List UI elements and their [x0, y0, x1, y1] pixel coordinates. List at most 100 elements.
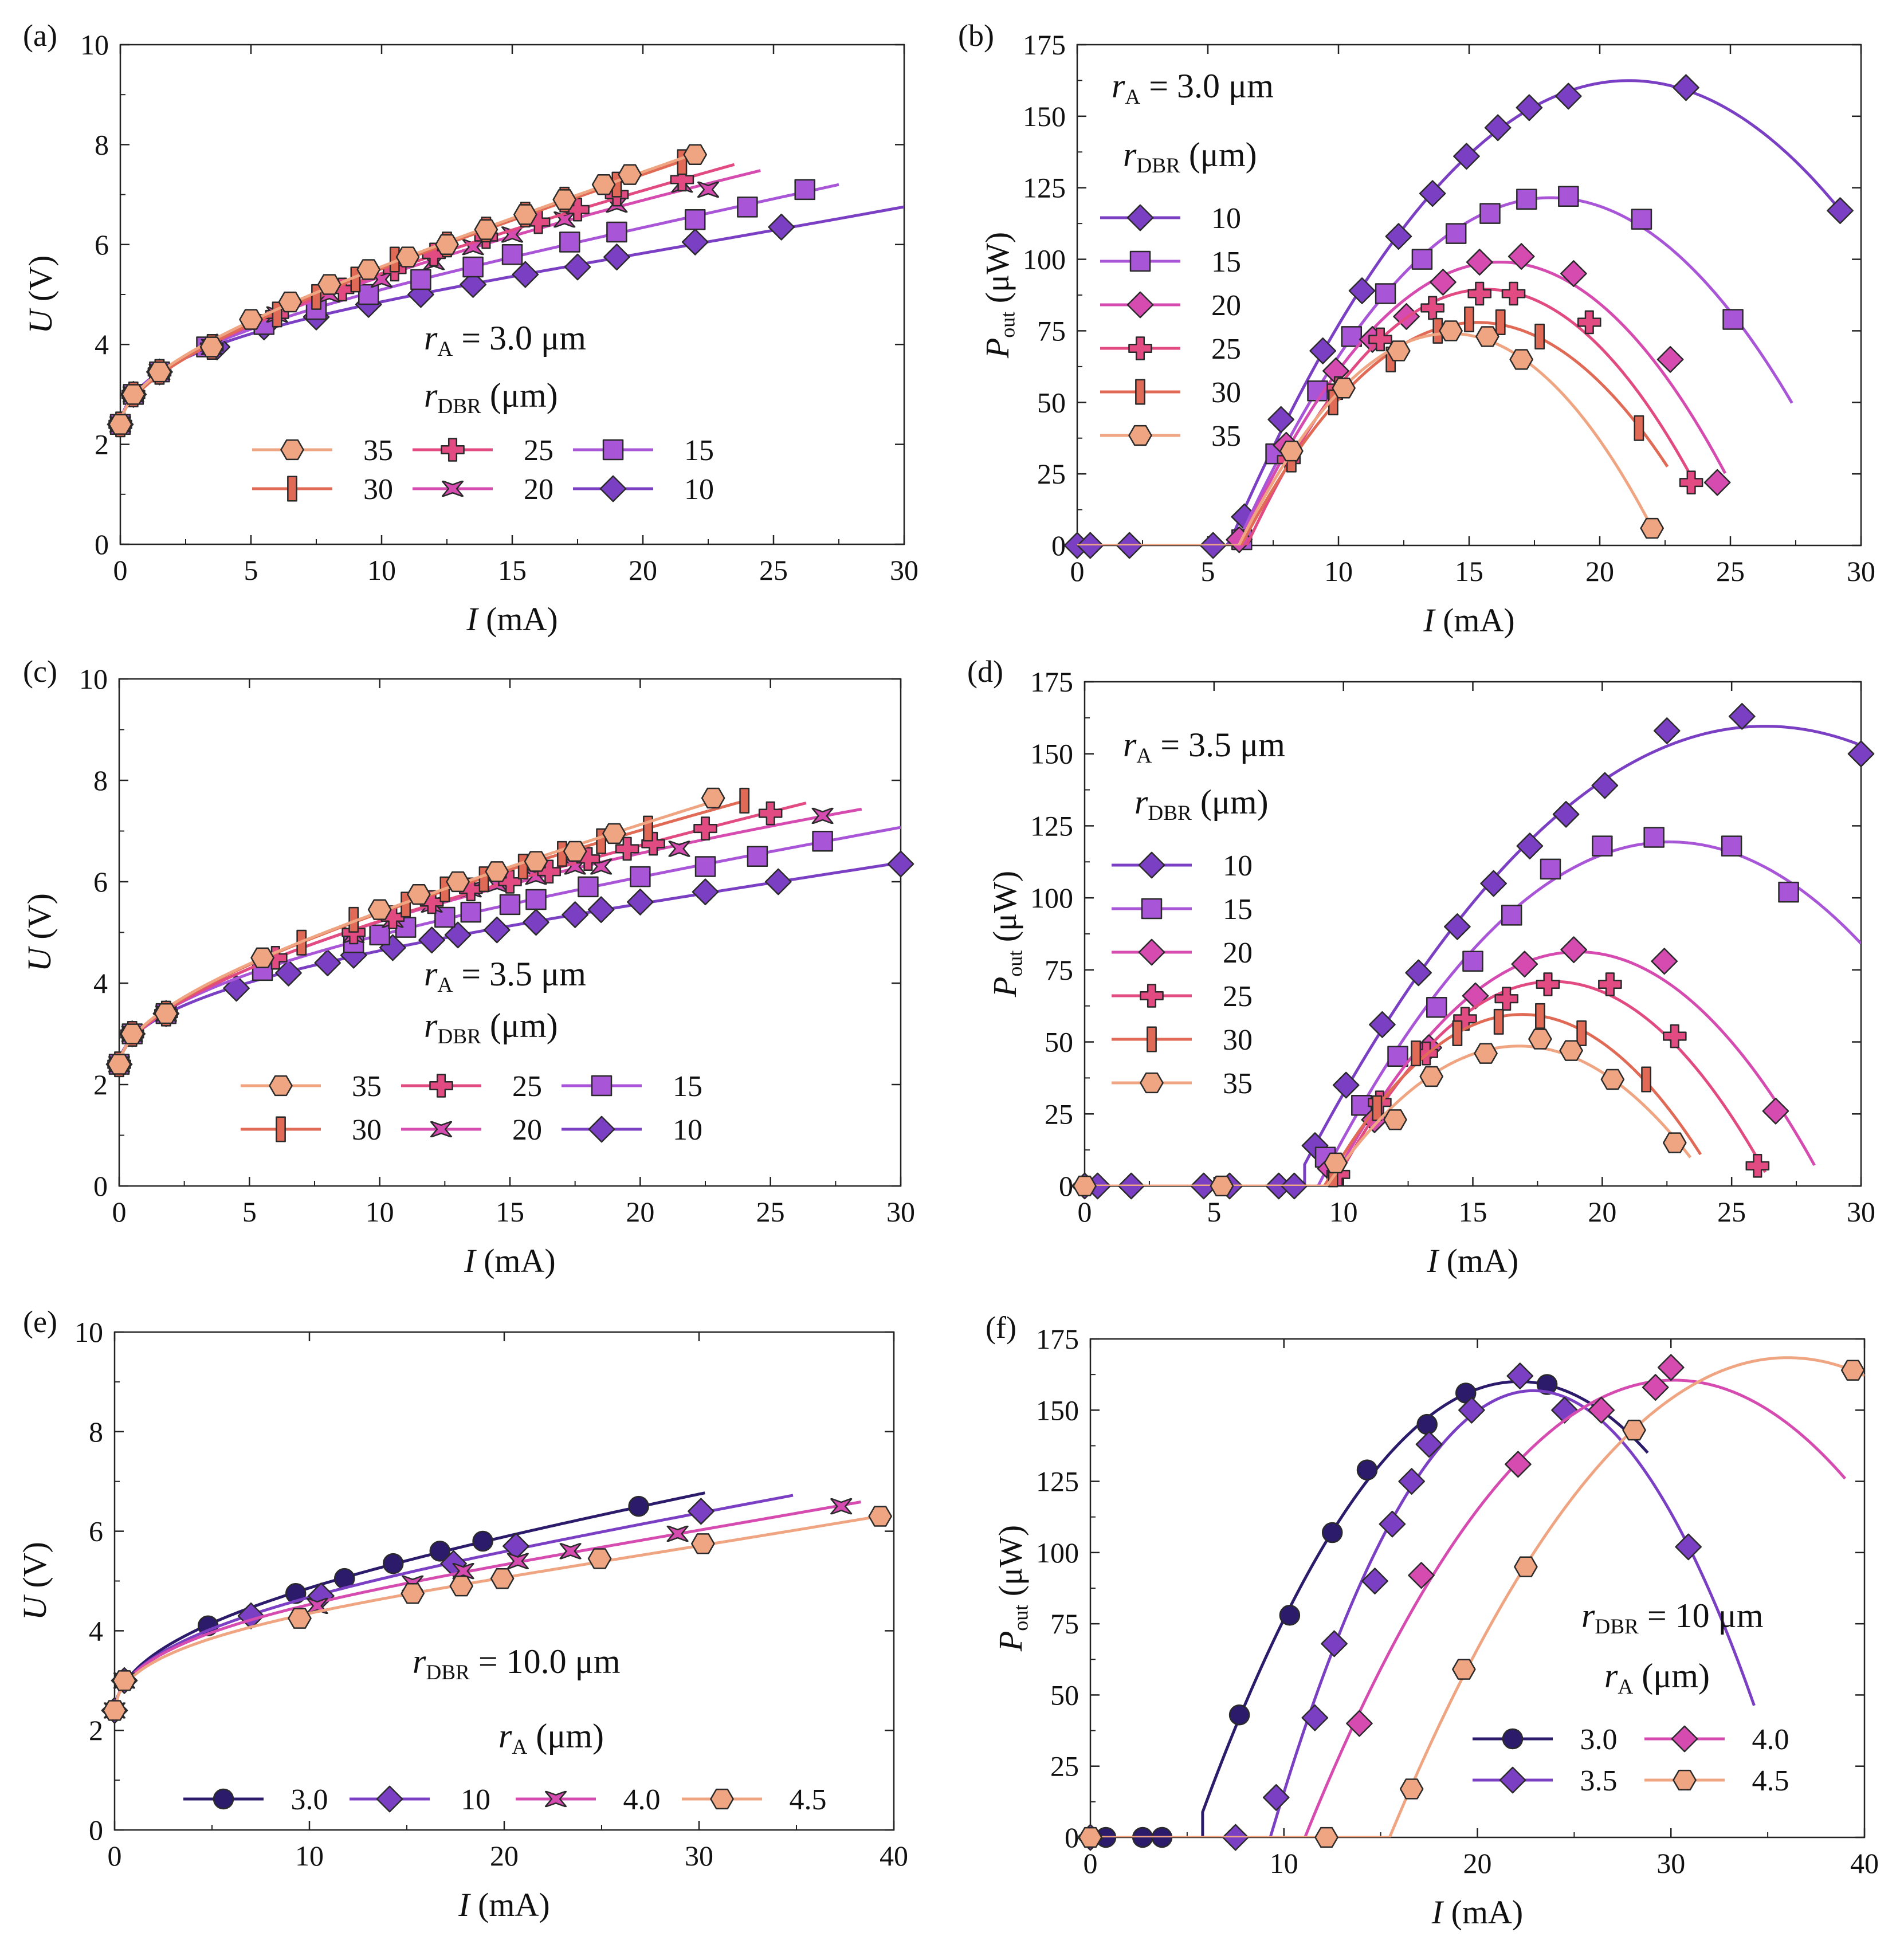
data-point	[559, 1543, 582, 1560]
data-point	[1309, 337, 1336, 364]
data-point	[1528, 1028, 1552, 1050]
y-tick-label: 8	[95, 128, 109, 160]
data-point	[587, 1548, 612, 1569]
x-tick-label: 0	[108, 1840, 122, 1872]
x-tick-label: 10	[366, 1196, 394, 1228]
y-tick-label: 50	[1045, 1026, 1073, 1058]
legend-marker	[1671, 1725, 1698, 1753]
data-point	[112, 1670, 136, 1691]
data-point	[288, 1608, 312, 1629]
x-tick-label: 5	[1207, 1196, 1221, 1228]
series-3.5	[1077, 1362, 1756, 1851]
x-axis-label: I (mA)	[458, 1886, 549, 1923]
data-point	[1383, 1109, 1407, 1130]
data-point	[1408, 1562, 1435, 1589]
y-tick-label: 125	[1036, 1466, 1079, 1498]
data-point	[562, 901, 589, 928]
data-point	[1598, 972, 1622, 996]
legend-marker	[430, 1121, 453, 1138]
y-tick-label: 0	[1065, 1821, 1079, 1853]
legend: 10 15 20 25 30 35	[1112, 850, 1253, 1100]
data-point	[1346, 1710, 1373, 1737]
data-point	[1588, 1396, 1615, 1424]
legend: 3.0 10 4.0 4.5	[183, 1784, 827, 1816]
data-point	[830, 1498, 853, 1515]
data-point	[1656, 346, 1684, 373]
data-point	[1536, 1374, 1558, 1395]
data-point	[446, 871, 470, 893]
data-point	[369, 924, 390, 946]
legend-title: rA (μm)	[1604, 1657, 1710, 1699]
data-point	[1501, 905, 1522, 926]
fit-curve-25	[119, 802, 807, 1065]
data-point	[1321, 1522, 1343, 1543]
data-point	[501, 243, 523, 265]
data-point	[1640, 517, 1664, 539]
annotation: rDBR = 10.0 μm	[413, 1643, 621, 1684]
series-4.5	[1078, 1356, 1865, 1848]
data-point	[1279, 1604, 1301, 1626]
data-point	[490, 1568, 515, 1589]
data-point	[1464, 306, 1474, 332]
series-35	[1073, 1028, 1692, 1197]
series-35	[1077, 320, 1664, 545]
fit-curve-30	[1077, 321, 1669, 545]
x-tick-label: 10	[1270, 1847, 1298, 1879]
x-tick-label: 25	[1717, 1196, 1746, 1228]
data-point	[1721, 835, 1742, 857]
data-point	[1385, 223, 1412, 250]
data-point	[1267, 406, 1295, 433]
data-point	[1663, 1024, 1687, 1048]
series-15	[1077, 186, 1793, 551]
legend-label: 10	[461, 1784, 490, 1816]
data-point	[1560, 936, 1587, 964]
y-tick-label: 25	[1045, 1098, 1073, 1130]
legend-label: 30	[363, 473, 393, 506]
x-tick-label: 25	[759, 554, 788, 586]
data-point	[1745, 1154, 1770, 1178]
legend-marker	[1673, 1769, 1697, 1791]
panel-f: 0 10 20 30 40 0 25 50 75 100 125 150 175 I (mA) Pout (…	[986, 1310, 1879, 1931]
y-axis-label-group: Pout (μW)	[979, 232, 1019, 359]
legend-label: 30	[1211, 376, 1241, 409]
x-tick-label: 25	[756, 1196, 785, 1228]
legend-marker	[1147, 1026, 1157, 1052]
data-point	[1495, 309, 1506, 335]
y-axis-label-group: U (V)	[21, 893, 58, 972]
data-point	[1321, 1630, 1348, 1657]
data-point	[407, 883, 431, 905]
y-tick-label: 50	[1050, 1679, 1079, 1711]
annotation: rDBR = 10 μm	[1581, 1597, 1764, 1639]
x-tick-label: 40	[1850, 1847, 1879, 1879]
data-point	[512, 261, 539, 288]
data-point	[121, 384, 146, 405]
legend-label: 30	[352, 1114, 382, 1146]
data-point	[618, 164, 642, 185]
data-point	[1535, 1003, 1545, 1029]
data-point	[1501, 281, 1526, 306]
legend-marker	[1126, 204, 1154, 231]
annotation: rA = 3.5 μm	[1123, 726, 1285, 768]
series-35	[108, 144, 707, 435]
x-axis-label: I (mA)	[464, 1242, 555, 1279]
data-point	[1324, 1152, 1348, 1173]
y-tick-label: 8	[93, 764, 108, 796]
series-3.0	[104, 1491, 705, 1721]
data-point	[1534, 323, 1545, 349]
data-point	[1332, 378, 1356, 399]
data-point	[758, 801, 783, 826]
legend-marker	[602, 439, 624, 461]
data-point	[1379, 1510, 1406, 1538]
legend-marker	[269, 1075, 293, 1097]
legend-label: 4.0	[623, 1784, 661, 1816]
data-point	[591, 174, 616, 195]
legend-marker	[1126, 291, 1154, 319]
data-point	[587, 896, 615, 924]
y-tick-label: 2	[95, 429, 109, 461]
legend-marker	[1128, 336, 1152, 360]
data-point	[367, 899, 392, 920]
data-point	[1430, 269, 1457, 296]
legend-label: 3.5	[1580, 1765, 1618, 1797]
legend-label: 35	[363, 434, 393, 467]
data-point	[1484, 114, 1512, 142]
